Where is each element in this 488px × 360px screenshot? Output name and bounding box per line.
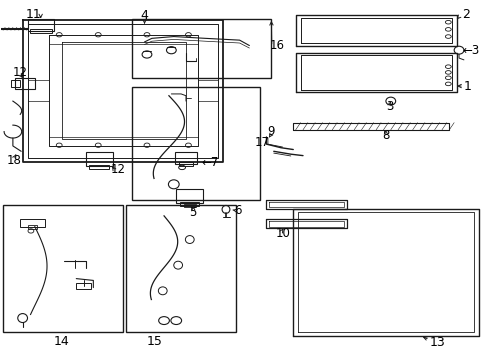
- Text: 4: 4: [141, 9, 148, 22]
- Text: 1: 1: [463, 80, 471, 93]
- Bar: [15, 78, 35, 89]
- Bar: [175, 152, 197, 164]
- Bar: [178, 162, 193, 166]
- Bar: [28, 225, 37, 229]
- Bar: [132, 87, 260, 200]
- Text: 12: 12: [110, 163, 125, 176]
- Bar: [27, 19, 54, 31]
- Bar: [180, 202, 198, 206]
- Bar: [132, 19, 271, 78]
- Text: 13: 13: [428, 336, 444, 348]
- Text: 17: 17: [255, 136, 269, 149]
- Text: 12: 12: [13, 66, 28, 79]
- Text: 2: 2: [462, 8, 469, 21]
- Bar: [20, 220, 44, 226]
- Bar: [126, 205, 236, 332]
- Text: 14: 14: [54, 335, 69, 348]
- Text: ←3: ←3: [462, 44, 479, 57]
- Text: 9: 9: [267, 125, 275, 138]
- Bar: [11, 80, 20, 87]
- Text: 8: 8: [382, 129, 389, 142]
- Text: 5: 5: [189, 207, 197, 220]
- Bar: [176, 189, 203, 203]
- Text: 18: 18: [7, 154, 22, 167]
- Text: 3: 3: [386, 100, 393, 113]
- Bar: [89, 165, 109, 169]
- Bar: [30, 29, 52, 33]
- Text: 15: 15: [146, 335, 162, 348]
- Text: 10: 10: [276, 227, 290, 240]
- Bar: [183, 204, 195, 207]
- Bar: [3, 205, 122, 332]
- Bar: [86, 152, 113, 166]
- Bar: [76, 283, 91, 289]
- Text: 11: 11: [26, 8, 41, 21]
- Text: ←7: ←7: [201, 156, 219, 169]
- Text: 16: 16: [269, 39, 284, 52]
- Text: 6: 6: [234, 204, 242, 217]
